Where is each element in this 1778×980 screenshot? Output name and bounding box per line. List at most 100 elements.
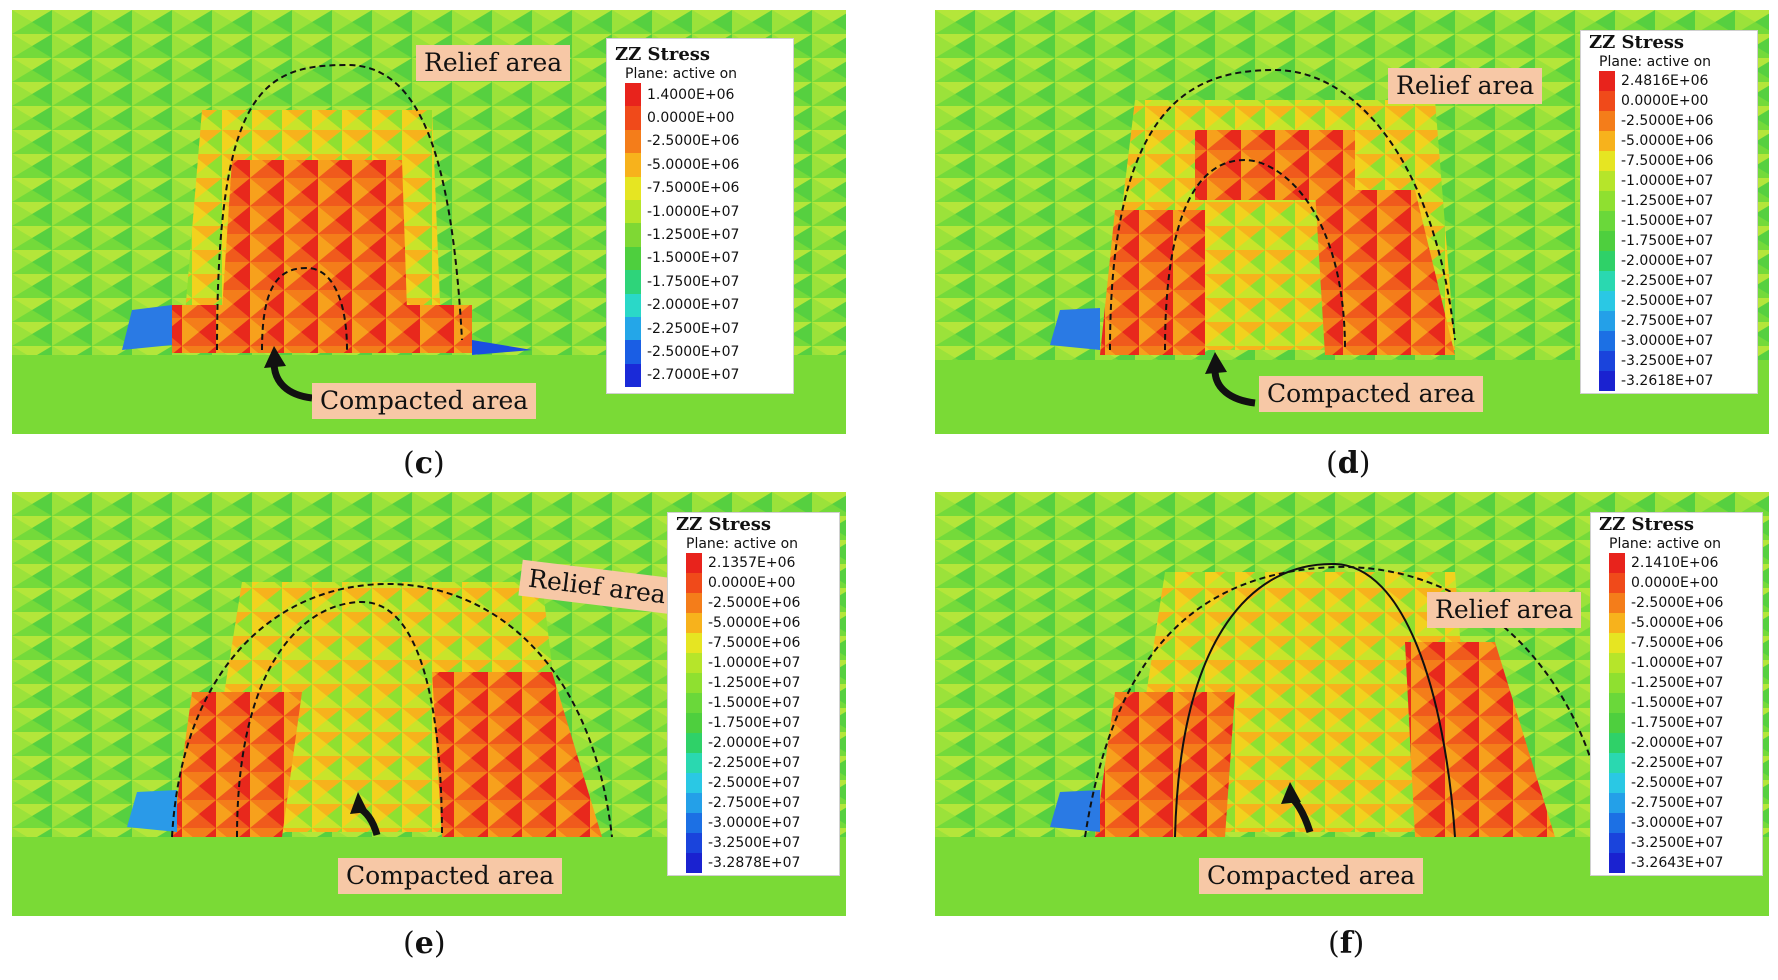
legend-row: -1.5000E+07 xyxy=(1589,211,1749,231)
legend-value: -5.0000E+06 xyxy=(708,615,801,631)
legend-swatch xyxy=(686,653,702,673)
legend-value: -3.2618E+07 xyxy=(1621,373,1714,389)
legend-value: -2.5000E+06 xyxy=(1621,113,1714,129)
legend-scale: 2.4816E+06 0.0000E+00 -2.5000E+06 -5.0000E+… xyxy=(1589,71,1749,391)
legend-row: -2.5000E+07 xyxy=(1599,773,1754,793)
legend-row: -2.7500E+07 xyxy=(1599,793,1754,813)
panel-e: Relief area Compacted area ZZ Stress Pla… xyxy=(12,492,846,916)
legend-value: -2.5000E+06 xyxy=(1631,595,1724,611)
legend-value: -2.2500E+07 xyxy=(1631,755,1724,771)
legend-swatch xyxy=(625,340,641,364)
legend-swatch xyxy=(1599,371,1615,391)
legend-row: -1.0000E+07 xyxy=(1599,653,1754,673)
legend-swatch xyxy=(686,693,702,713)
legend-swatch xyxy=(1609,773,1625,793)
legend-row: -1.5000E+07 xyxy=(676,693,831,713)
legend-swatch xyxy=(1609,713,1625,733)
legend-row: -2.0000E+07 xyxy=(1599,733,1754,753)
legend-value: -2.2500E+07 xyxy=(647,320,740,337)
legend-swatch xyxy=(1609,593,1625,613)
stress-legend: ZZ Stress Plane: active on 2.4816E+06 0.0… xyxy=(1580,30,1758,394)
legend-row: 0.0000E+00 xyxy=(676,573,831,593)
legend-swatch xyxy=(1599,271,1615,291)
legend-row: -3.2618E+07 xyxy=(1589,371,1749,391)
legend-value: -2.7500E+07 xyxy=(1631,795,1724,811)
legend-value: -5.0000E+06 xyxy=(1631,615,1724,631)
legend-row: -5.0000E+06 xyxy=(1599,613,1754,633)
legend-swatch xyxy=(625,270,641,294)
legend-row: -2.5000E+07 xyxy=(676,773,831,793)
legend-title: ZZ Stress xyxy=(1589,32,1685,53)
legend-value: -5.0000E+06 xyxy=(1621,133,1714,149)
legend-swatch xyxy=(686,613,702,633)
legend-swatch xyxy=(686,753,702,773)
legend-swatch xyxy=(625,176,641,200)
legend-row: -1.0000E+07 xyxy=(615,199,785,224)
legend-swatch xyxy=(1609,673,1625,693)
panel-caption-e: (e) xyxy=(403,926,446,961)
legend-row: -1.5000E+07 xyxy=(1599,693,1754,713)
legend-value: -7.5000E+06 xyxy=(1621,153,1714,169)
legend-swatch xyxy=(1599,151,1615,171)
caption-letter: d xyxy=(1337,446,1359,481)
compacted-area-label: Compacted area xyxy=(338,858,563,894)
legend-swatch xyxy=(686,853,702,873)
panel-c: Relief area Compacted area ZZ Stress Pla… xyxy=(12,10,846,434)
legend-scale: 2.1410E+06 0.0000E+00 -2.5000E+06 -5.0000E+… xyxy=(1599,553,1754,873)
legend-title: ZZ Stress xyxy=(1599,514,1695,535)
caption-letter: f xyxy=(1339,926,1353,961)
legend-value: -7.5000E+06 xyxy=(647,180,740,197)
legend-row: -5.0000E+06 xyxy=(1589,131,1749,151)
legend-row: -2.0000E+07 xyxy=(676,733,831,753)
legend-row: -1.2500E+07 xyxy=(615,223,785,247)
legend-swatch xyxy=(1599,111,1615,131)
legend-row: -1.2500E+07 xyxy=(676,673,831,693)
legend-row: -3.2500E+07 xyxy=(1599,833,1754,853)
legend-value: -2.5000E+07 xyxy=(708,775,801,791)
legend-row: -7.5000E+06 xyxy=(1599,633,1754,653)
legend-row: -5.0000E+06 xyxy=(676,613,831,633)
legend-row: -7.5000E+06 xyxy=(676,633,831,653)
legend-value: -3.0000E+07 xyxy=(1631,815,1724,831)
legend-value: -1.5000E+07 xyxy=(647,250,740,267)
legend-swatch xyxy=(686,553,702,573)
legend-swatch xyxy=(1599,211,1615,231)
legend-row: -7.5000E+06 xyxy=(615,176,785,200)
legend-row: 0.0000E+00 xyxy=(615,106,785,130)
legend-value: -1.7500E+07 xyxy=(1621,233,1714,249)
legend-value: -2.0000E+07 xyxy=(1621,253,1714,269)
legend-row: -1.0000E+07 xyxy=(676,653,831,673)
legend-value: -1.2500E+07 xyxy=(647,227,740,244)
compacted-area-label: Compacted area xyxy=(312,383,537,419)
legend-row: -7.5000E+06 xyxy=(1589,151,1749,171)
legend-row: -2.5000E+06 xyxy=(1599,593,1754,613)
legend-swatch xyxy=(686,833,702,853)
legend-swatch xyxy=(1609,613,1625,633)
legend-value: -3.2500E+07 xyxy=(1631,835,1724,851)
legend-swatch xyxy=(1609,553,1625,573)
legend-swatch xyxy=(1609,793,1625,813)
legend-value: -3.2878E+07 xyxy=(708,855,801,871)
legend-row: 2.4816E+06 xyxy=(1589,71,1749,91)
legend-swatch xyxy=(1609,573,1625,593)
legend-value: 2.4816E+06 xyxy=(1621,73,1709,89)
compacted-area-label: Compacted area xyxy=(1199,858,1424,894)
legend-row: -3.2500E+07 xyxy=(1589,351,1749,371)
legend-row: -2.0000E+07 xyxy=(1589,251,1749,271)
legend-swatch xyxy=(625,223,641,247)
legend-swatch xyxy=(686,633,702,653)
legend-swatch xyxy=(625,83,641,107)
legend-swatch xyxy=(1599,331,1615,351)
legend-swatch xyxy=(1609,813,1625,833)
legend-row: -1.5000E+07 xyxy=(615,246,785,271)
legend-value: 2.1410E+06 xyxy=(1631,555,1719,571)
legend-value: 0.0000E+00 xyxy=(1621,93,1709,109)
legend-subtitle: Plane: active on xyxy=(1609,536,1722,552)
legend-swatch xyxy=(1609,853,1625,873)
legend-row: -3.0000E+07 xyxy=(1599,813,1754,833)
legend-value: -3.0000E+07 xyxy=(708,815,801,831)
panel-f: Relief area Compacted area ZZ Stress Pla… xyxy=(935,492,1769,916)
legend-row: 1.4000E+06 xyxy=(615,83,785,107)
caption-letter: c xyxy=(414,446,433,481)
legend-row: -2.7500E+07 xyxy=(676,793,831,813)
